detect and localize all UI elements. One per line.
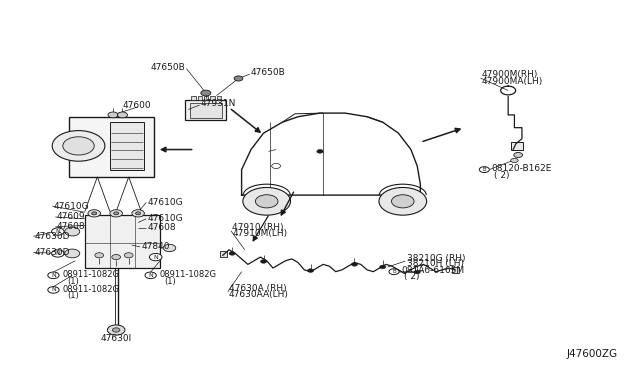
Text: 08911-1082G: 08911-1082G (62, 285, 119, 294)
Text: 38210H (LH): 38210H (LH) (406, 259, 463, 268)
FancyBboxPatch shape (185, 100, 226, 121)
Text: 47610G: 47610G (54, 202, 89, 211)
Text: N: N (51, 288, 56, 292)
FancyBboxPatch shape (110, 122, 145, 170)
Text: N: N (56, 229, 60, 234)
Circle shape (52, 131, 105, 161)
Circle shape (145, 272, 156, 279)
Circle shape (201, 90, 211, 96)
Text: 47630A (RH): 47630A (RH) (229, 284, 287, 293)
FancyBboxPatch shape (220, 250, 227, 257)
Text: 08911-1082G: 08911-1082G (159, 270, 216, 279)
Text: 08120-B162E: 08120-B162E (492, 164, 552, 173)
Circle shape (380, 265, 386, 269)
Circle shape (112, 254, 120, 260)
Circle shape (48, 272, 59, 279)
Text: 47650B: 47650B (150, 63, 185, 72)
Text: (1): (1) (67, 291, 79, 300)
Circle shape (95, 253, 104, 258)
Text: 47910 (RH): 47910 (RH) (232, 224, 284, 232)
Circle shape (479, 167, 490, 173)
FancyBboxPatch shape (69, 117, 154, 177)
Text: 47630AA(LH): 47630AA(LH) (229, 290, 289, 299)
Text: 08911-1082G: 08911-1082G (62, 270, 119, 279)
Text: B: B (392, 269, 396, 274)
Text: 47630D: 47630D (35, 232, 70, 241)
Text: 47608: 47608 (56, 222, 85, 231)
Circle shape (114, 212, 118, 215)
Circle shape (117, 112, 127, 118)
Text: (1): (1) (164, 277, 176, 286)
Circle shape (379, 187, 427, 215)
Text: 47900M(RH): 47900M(RH) (482, 70, 538, 79)
Circle shape (92, 212, 97, 215)
Circle shape (149, 253, 162, 261)
Text: 47650B: 47650B (251, 68, 285, 77)
Circle shape (255, 195, 278, 208)
Text: 47610G: 47610G (148, 198, 183, 207)
Text: B: B (483, 167, 486, 172)
Circle shape (65, 249, 80, 258)
Text: 47608: 47608 (148, 224, 176, 232)
Circle shape (389, 269, 399, 275)
Text: (1): (1) (67, 277, 79, 286)
Circle shape (392, 195, 414, 208)
Circle shape (110, 210, 122, 217)
Text: 47900MA(LH): 47900MA(LH) (482, 77, 543, 86)
Circle shape (307, 269, 314, 272)
Text: ( 2): ( 2) (494, 171, 510, 180)
FancyBboxPatch shape (204, 96, 209, 100)
FancyBboxPatch shape (85, 215, 160, 268)
Text: N: N (51, 273, 56, 278)
Text: 47610G: 47610G (148, 214, 183, 223)
Circle shape (52, 250, 64, 257)
FancyBboxPatch shape (211, 96, 214, 100)
Circle shape (317, 150, 323, 153)
Text: N: N (154, 254, 158, 260)
FancyBboxPatch shape (191, 96, 196, 100)
Text: 081A6-6165M: 081A6-6165M (401, 266, 465, 275)
Circle shape (63, 137, 94, 155)
Circle shape (113, 328, 120, 332)
FancyBboxPatch shape (452, 267, 460, 273)
Circle shape (272, 163, 280, 169)
Text: 47910M(LH): 47910M(LH) (232, 229, 287, 238)
Text: J47600ZG: J47600ZG (567, 349, 618, 359)
FancyBboxPatch shape (198, 96, 202, 100)
Circle shape (48, 286, 59, 293)
Circle shape (132, 210, 145, 217)
FancyBboxPatch shape (189, 103, 221, 118)
Text: 47630I: 47630I (100, 334, 132, 343)
Circle shape (136, 212, 141, 215)
Text: 38210G (RH): 38210G (RH) (406, 254, 465, 263)
Circle shape (52, 228, 64, 235)
Circle shape (229, 251, 236, 255)
Circle shape (414, 270, 420, 274)
Circle shape (234, 76, 243, 81)
FancyBboxPatch shape (216, 96, 221, 100)
Circle shape (514, 153, 523, 158)
Text: N: N (56, 251, 60, 256)
Circle shape (243, 187, 291, 215)
Text: N: N (148, 273, 153, 278)
Circle shape (65, 227, 80, 236)
Circle shape (124, 253, 133, 258)
FancyBboxPatch shape (511, 141, 523, 150)
Circle shape (511, 158, 518, 163)
Circle shape (88, 210, 100, 217)
Circle shape (163, 244, 176, 251)
Text: 47630D: 47630D (35, 248, 70, 257)
Text: 47931N: 47931N (201, 99, 236, 109)
Text: 47600: 47600 (122, 101, 151, 110)
Circle shape (260, 260, 267, 263)
Text: 47609: 47609 (56, 212, 85, 221)
Circle shape (108, 112, 118, 118)
Circle shape (108, 325, 125, 335)
Text: 47840: 47840 (141, 243, 170, 251)
Text: ( 2): ( 2) (404, 272, 420, 280)
Circle shape (351, 263, 358, 266)
